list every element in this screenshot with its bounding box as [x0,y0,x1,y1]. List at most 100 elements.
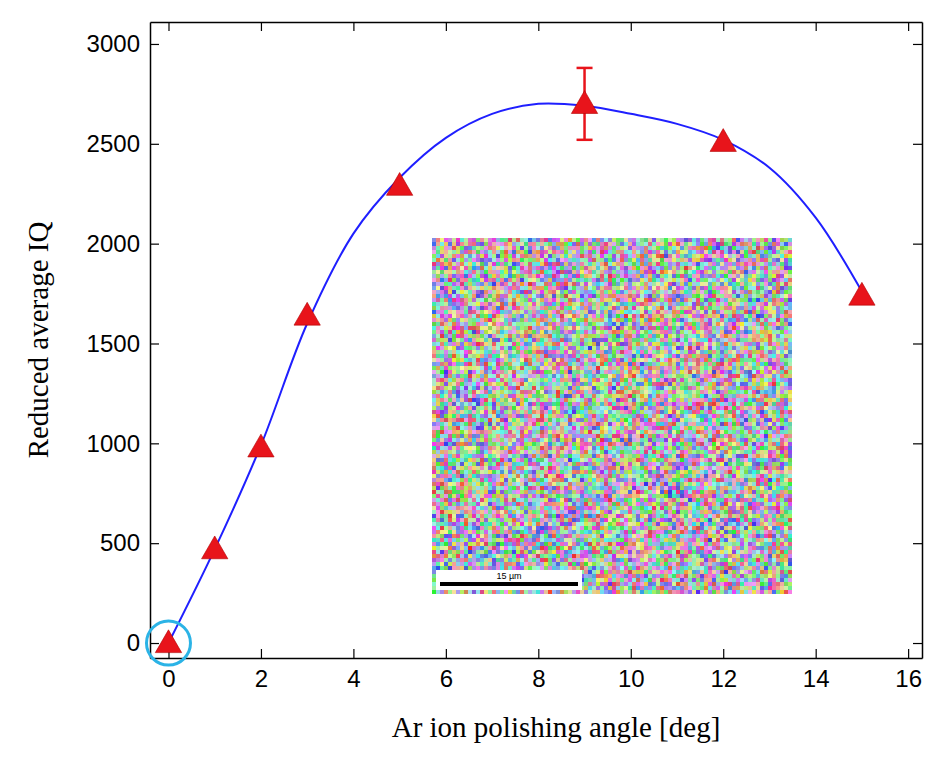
inset-pixel [684,274,688,278]
inset-pixel [476,282,480,286]
inset-pixel [484,294,488,298]
inset-pixel [768,318,772,322]
inset-pixel [608,262,612,266]
inset-pixel [492,322,496,326]
inset-pixel [660,262,664,266]
inset-pixel [624,238,628,242]
inset-pixel [472,266,476,270]
inset-pixel [520,310,524,314]
inset-pixel [500,282,504,286]
inset-pixel [468,286,472,290]
inset-pixel [548,298,552,302]
inset-pixel [576,298,580,302]
inset-pixel [512,254,516,258]
inset-pixel [732,318,736,322]
inset-pixel [744,238,748,242]
inset-pixel [768,298,772,302]
inset-pixel [704,238,708,242]
inset-pixel [472,242,476,246]
inset-pixel [440,294,444,298]
inset-pixel [568,266,572,270]
inset-pixel [448,302,452,306]
inset-pixel [756,274,760,278]
inset-pixel [484,298,488,302]
tick: 12 [710,649,737,692]
inset-pixel [452,322,456,326]
inset-pixel [568,322,572,326]
inset-pixel [484,306,488,310]
tick-label: 6 [440,665,453,692]
inset-pixel [764,306,768,310]
inset-pixel [564,262,568,266]
inset-pixel [680,274,684,278]
inset-pixel [772,258,776,262]
inset-pixel [648,298,652,302]
inset-pixel [668,310,672,314]
inset-pixel [624,298,628,302]
inset-pixel [468,238,472,242]
inset-pixel [720,246,724,250]
inset-pixel [644,294,648,298]
inset-pixel [568,250,572,254]
inset-pixel [676,246,680,250]
inset-pixel [512,302,516,306]
inset-pixel [572,254,576,258]
inset-pixel [656,246,660,250]
inset-pixel [768,238,772,242]
inset-pixel [680,298,684,302]
inset-pixel [448,310,452,314]
inset-pixel [500,238,504,242]
inset-pixel [732,306,736,310]
inset-pixel [440,266,444,270]
inset-pixel [516,250,520,254]
inset-pixel [492,258,496,262]
inset-pixel [652,314,656,318]
inset-pixel [624,266,628,270]
inset-pixel [756,310,760,314]
inset-pixel [672,302,676,306]
inset-pixel [460,294,464,298]
inset-pixel [764,286,768,290]
inset-pixel [672,318,676,322]
inset-pixel [656,314,660,318]
inset-pixel [444,294,448,298]
inset-pixel [716,258,720,262]
inset-pixel [696,302,700,306]
inset-pixel [464,242,468,246]
inset-pixel [716,302,720,306]
inset-pixel [608,238,612,242]
inset-pixel [784,282,788,286]
inset-pixel [528,242,532,246]
tick-label: 10 [618,665,645,692]
inset-pixel [624,278,628,282]
inset-pixel [680,270,684,274]
inset-pixel [500,290,504,294]
inset-pixel [660,270,664,274]
inset-pixel [536,310,540,314]
inset-pixel [512,238,516,242]
inset-pixel [732,282,736,286]
inset-pixel [636,306,640,310]
inset-pixel [656,250,660,254]
inset-pixel [468,258,472,262]
inset-pixel [564,242,568,246]
inset-pixel [584,278,588,282]
inset-pixel [664,274,668,278]
inset-pixel [668,262,672,266]
inset-pixel [620,294,624,298]
inset-pixel [716,254,720,258]
inset-pixel [752,270,756,274]
inset-pixel [620,258,624,262]
inset-pixel [728,314,732,318]
inset-pixel [660,294,664,298]
inset-pixel [784,278,788,282]
inset-pixel [596,306,600,310]
inset-pixel [696,298,700,302]
tick: 2 [255,649,268,692]
inset-pixel [484,310,488,314]
inset-pixel [760,318,764,322]
inset-pixel [584,322,588,326]
inset-pixel [464,310,468,314]
inset-pixel [452,306,456,310]
inset-pixel [772,298,776,302]
